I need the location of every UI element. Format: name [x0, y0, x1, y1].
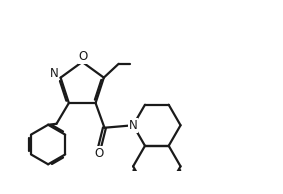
Text: O: O	[95, 147, 104, 160]
Text: O: O	[79, 50, 88, 63]
Text: N: N	[129, 119, 138, 132]
Text: N: N	[50, 67, 59, 80]
